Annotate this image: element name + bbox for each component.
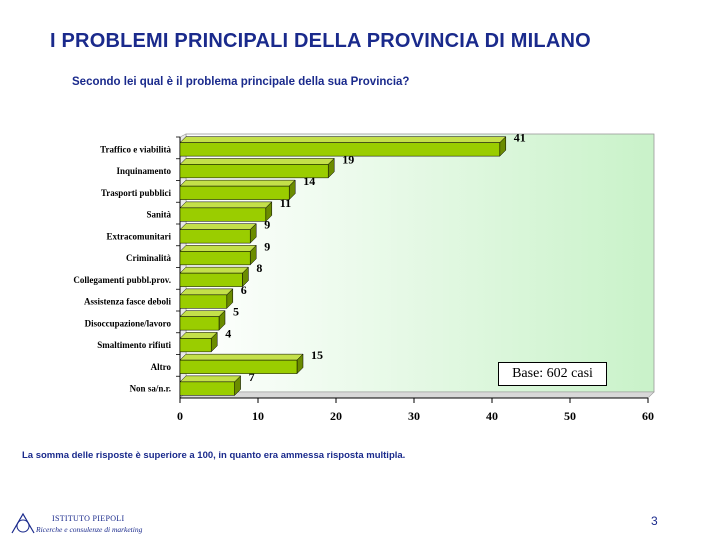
category-label: Assistenza fasce deboli [84, 297, 171, 307]
x-tick-label: 30 [408, 409, 420, 423]
footnote: La somma delle risposte è superiore a 10… [22, 450, 406, 461]
bar-top-face [179, 136, 507, 143]
bar-top-face [179, 288, 234, 296]
bar-top-face [179, 201, 273, 209]
x-tick-label: 50 [564, 409, 576, 423]
bar-value-label: 7 [249, 370, 255, 384]
bar-value-label: 6 [241, 283, 247, 297]
bar [179, 251, 251, 266]
page-title: I PROBLEMI PRINCIPALI DELLA PROVINCIA DI… [50, 30, 591, 52]
x-tick-label: 10 [252, 409, 264, 423]
bar-top-face [179, 245, 257, 252]
category-label: Inquinamento [116, 166, 171, 176]
bar [179, 185, 290, 200]
category-label: Sanità [146, 210, 171, 220]
x-tick-label: 60 [642, 409, 654, 423]
bar-value-label: 15 [311, 348, 323, 362]
x-tick-label: 0 [177, 409, 183, 423]
bar-value-label: 5 [233, 305, 239, 319]
bar-top-face [179, 266, 250, 274]
bar [179, 294, 228, 309]
bar-top-face [179, 332, 218, 339]
bar-value-label: 4 [225, 326, 231, 340]
category-label: Trasporti pubblici [101, 188, 172, 198]
bar [179, 338, 212, 353]
bar [179, 229, 251, 244]
bar-value-label: 8 [256, 261, 262, 275]
x-tick-label: 40 [486, 409, 498, 423]
category-label: Traffico e viabilità [100, 144, 171, 154]
bar [179, 142, 501, 157]
bar-value-label: 41 [514, 131, 526, 145]
bar-value-label: 11 [280, 196, 291, 210]
bar-value-label: 19 [342, 152, 354, 166]
logo-name: ISTITUTO PIEPOLI [52, 514, 125, 523]
bar-top-face [179, 179, 296, 187]
category-label: Non sa/n.r. [130, 384, 171, 394]
chart-question: Secondo lei qual è il problema principal… [72, 76, 410, 88]
institute-logo-icon [11, 512, 35, 534]
bar-top-face [179, 310, 226, 317]
bar-value-label: 14 [303, 174, 315, 188]
category-label: Collegamenti pubbl.prov. [73, 275, 171, 285]
bar-value-label: 9 [264, 218, 270, 232]
logo-tagline: Ricerche e consulenze di marketing [36, 525, 143, 534]
bar-top-face [179, 353, 304, 361]
bar-value-label: 9 [264, 239, 270, 253]
x-tick-label: 20 [330, 409, 342, 423]
bar-top-face [179, 158, 335, 165]
category-label: Disoccupazione/lavoro [85, 318, 172, 328]
bar [179, 272, 243, 287]
bar [179, 316, 220, 331]
bar [179, 164, 329, 179]
plot-floor [179, 391, 655, 399]
category-label: Smaltimento rifiuti [97, 340, 171, 350]
bar [179, 207, 267, 222]
category-label: Extracomunitari [107, 231, 172, 241]
base-note: Base: 602 casi [498, 362, 607, 386]
page-number: 3 [651, 514, 658, 528]
bar-top-face [179, 223, 257, 230]
category-label: Altro [151, 362, 172, 372]
bar-top-face [179, 375, 242, 383]
category-label: Criminalità [126, 253, 171, 263]
bar [179, 359, 298, 374]
bar [179, 381, 235, 396]
